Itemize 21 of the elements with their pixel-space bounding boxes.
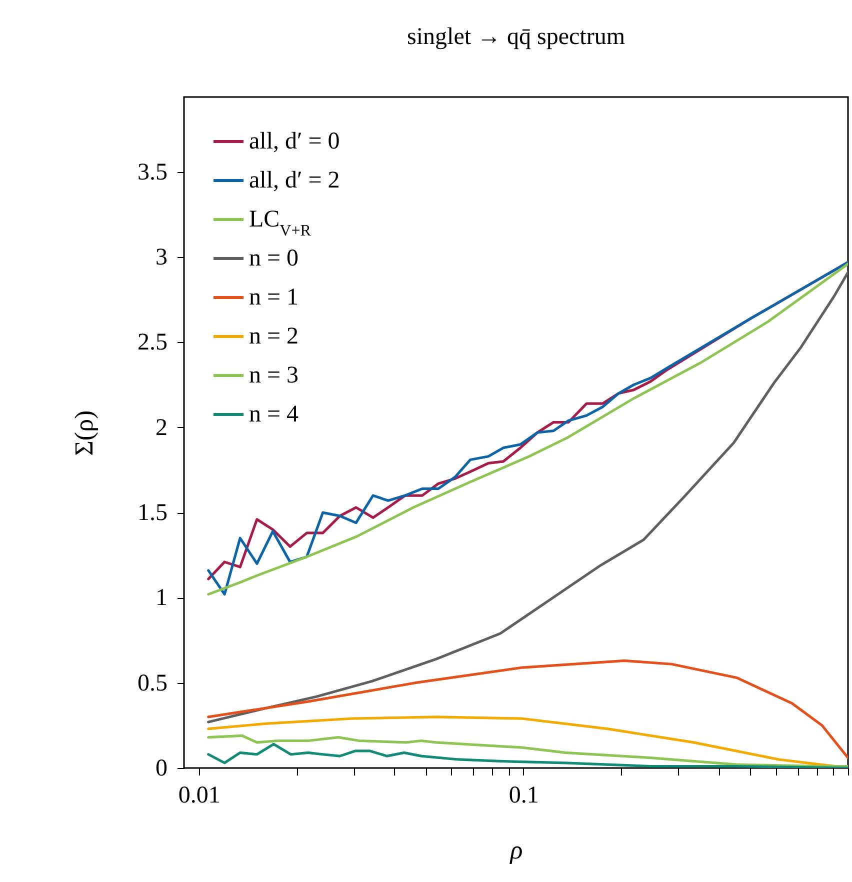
y-tick-label: 3.5 bbox=[138, 159, 168, 186]
legend-label: n = 1 bbox=[249, 284, 299, 310]
legend-label: n = 3 bbox=[249, 362, 299, 388]
legend-label: n = 4 bbox=[249, 402, 299, 428]
legend-label: n = 0 bbox=[249, 246, 299, 272]
legend-label: all, d′ = 0 bbox=[249, 128, 340, 154]
legend-label: n = 2 bbox=[249, 324, 299, 350]
x-axis-title: ρ bbox=[509, 836, 523, 864]
legend-label: LC$_{V+R}$ bbox=[249, 206, 312, 239]
x-tick-label: 0.01 bbox=[178, 782, 220, 808]
y-tick-label: 2.5 bbox=[138, 330, 168, 356]
chart-title: singlet → qq̄ spectrum bbox=[407, 24, 626, 50]
y-tick-label: 1 bbox=[156, 585, 168, 612]
y-tick-label: 0 bbox=[156, 756, 168, 782]
y-axis-title: Σ(ρ) bbox=[70, 410, 98, 456]
y-tick-label: 3 bbox=[156, 244, 168, 271]
y-tick-label: 0.5 bbox=[138, 670, 168, 696]
legend-label: all, d′ = 2 bbox=[249, 168, 340, 194]
y-tick-label: 2 bbox=[156, 414, 168, 441]
x-tick-label: 0.1 bbox=[508, 782, 539, 808]
y-tick-label: 1.5 bbox=[138, 500, 168, 526]
